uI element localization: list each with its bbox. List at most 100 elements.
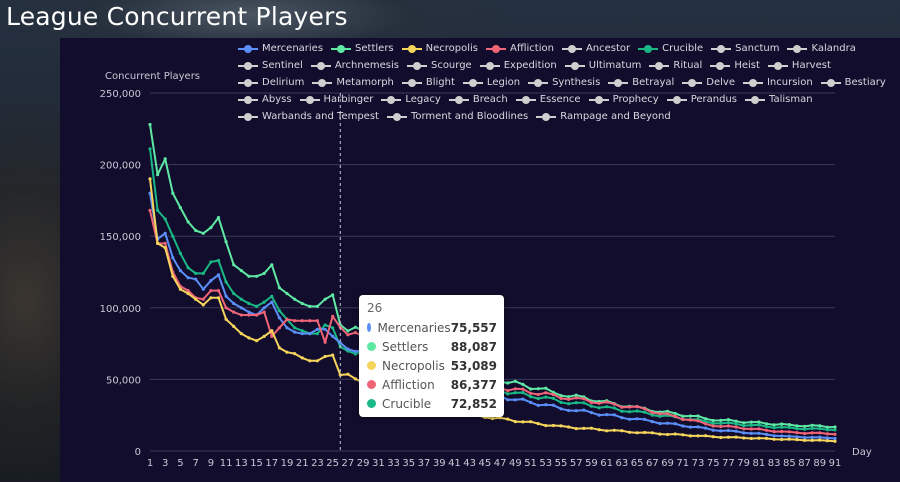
data-point[interactable] — [726, 435, 731, 439]
data-point[interactable] — [293, 297, 297, 301]
data-point[interactable] — [186, 220, 190, 224]
data-point[interactable] — [346, 329, 350, 333]
data-point[interactable] — [323, 327, 327, 331]
data-point[interactable] — [650, 413, 654, 417]
data-point[interactable] — [597, 401, 601, 405]
legend-item-warbands-and-tempest[interactable]: Warbands and Tempest — [238, 108, 379, 125]
data-point[interactable] — [780, 429, 784, 434]
data-point[interactable] — [232, 263, 236, 267]
data-point[interactable] — [178, 251, 182, 255]
data-point[interactable] — [681, 417, 685, 422]
data-point[interactable] — [216, 216, 221, 220]
data-point[interactable] — [255, 339, 259, 343]
data-point[interactable] — [285, 350, 289, 354]
data-point[interactable] — [810, 435, 814, 439]
legend-item-torment-and-bloodlines[interactable]: Torment and Bloodlines — [386, 108, 528, 125]
data-point[interactable] — [749, 436, 753, 441]
data-point[interactable] — [270, 294, 274, 298]
data-point[interactable] — [521, 397, 525, 401]
data-point[interactable] — [742, 431, 746, 435]
data-point[interactable] — [643, 410, 647, 414]
legend-item-expedition[interactable]: Expedition — [479, 57, 557, 74]
data-point[interactable] — [353, 377, 358, 381]
data-point[interactable] — [194, 228, 198, 233]
data-point[interactable] — [734, 419, 738, 423]
data-point[interactable] — [787, 437, 791, 441]
data-point[interactable] — [536, 422, 540, 426]
data-point[interactable] — [163, 157, 167, 161]
data-point[interactable] — [536, 392, 540, 397]
data-point[interactable] — [156, 241, 160, 245]
data-point[interactable] — [833, 436, 837, 441]
data-point[interactable] — [567, 397, 571, 401]
data-point[interactable] — [544, 386, 548, 390]
data-point[interactable] — [567, 402, 571, 406]
data-point[interactable] — [148, 208, 152, 212]
data-point[interactable] — [277, 309, 281, 313]
data-point[interactable] — [749, 427, 753, 431]
data-point[interactable] — [772, 430, 776, 434]
legend-item-sentinel[interactable]: Sentinel — [238, 57, 303, 74]
data-point[interactable] — [726, 428, 731, 433]
data-point[interactable] — [178, 206, 182, 210]
data-point[interactable] — [186, 291, 190, 296]
data-point[interactable] — [513, 398, 517, 402]
data-point[interactable] — [688, 425, 693, 429]
data-point[interactable] — [277, 346, 281, 350]
data-point[interactable] — [749, 420, 753, 424]
data-point[interactable] — [194, 277, 198, 281]
data-point[interactable] — [696, 419, 700, 423]
data-point[interactable] — [300, 332, 304, 336]
data-point[interactable] — [216, 273, 221, 277]
data-point[interactable] — [711, 418, 715, 423]
data-point[interactable] — [247, 301, 251, 306]
data-point[interactable] — [719, 421, 723, 425]
legend-item-crucible[interactable]: Crucible — [638, 40, 703, 57]
data-point[interactable] — [529, 395, 533, 399]
data-point[interactable] — [734, 425, 738, 429]
data-point[interactable] — [742, 436, 746, 440]
data-point[interactable] — [582, 397, 586, 401]
data-point[interactable] — [201, 297, 205, 301]
data-point[interactable] — [567, 425, 571, 429]
legend-item-legion[interactable]: Legion — [462, 74, 520, 91]
data-point[interactable] — [338, 341, 342, 345]
data-point[interactable] — [780, 434, 784, 438]
data-point[interactable] — [270, 334, 274, 338]
data-point[interactable] — [270, 329, 274, 333]
data-point[interactable] — [749, 423, 753, 427]
data-point[interactable] — [323, 323, 327, 327]
data-point[interactable] — [772, 434, 776, 438]
data-point[interactable] — [612, 402, 616, 406]
data-point[interactable] — [757, 423, 761, 427]
data-point[interactable] — [346, 333, 350, 337]
data-point[interactable] — [764, 432, 769, 436]
data-point[interactable] — [635, 404, 639, 409]
data-point[interactable] — [757, 427, 761, 431]
data-point[interactable] — [331, 314, 335, 318]
data-point[interactable] — [635, 431, 639, 435]
data-point[interactable] — [536, 397, 540, 401]
legend-item-kalandra[interactable]: Kalandra — [787, 40, 856, 57]
data-point[interactable] — [818, 438, 822, 442]
data-point[interactable] — [559, 400, 563, 404]
data-point[interactable] — [308, 332, 312, 336]
data-point[interactable] — [567, 408, 571, 413]
data-point[interactable] — [688, 414, 693, 418]
data-point[interactable] — [719, 424, 723, 429]
data-point[interactable] — [171, 191, 175, 195]
data-point[interactable] — [764, 425, 769, 429]
data-point[interactable] — [171, 234, 175, 238]
data-point[interactable] — [536, 387, 540, 391]
data-point[interactable] — [589, 411, 594, 415]
data-point[interactable] — [551, 396, 556, 400]
data-point[interactable] — [757, 431, 761, 435]
data-point[interactable] — [658, 414, 662, 418]
data-point[interactable] — [331, 326, 335, 330]
data-point[interactable] — [810, 426, 814, 430]
data-point[interactable] — [300, 319, 304, 323]
data-point[interactable] — [666, 432, 670, 437]
data-point[interactable] — [673, 432, 677, 436]
data-point[interactable] — [567, 395, 571, 399]
data-point[interactable] — [224, 306, 228, 310]
